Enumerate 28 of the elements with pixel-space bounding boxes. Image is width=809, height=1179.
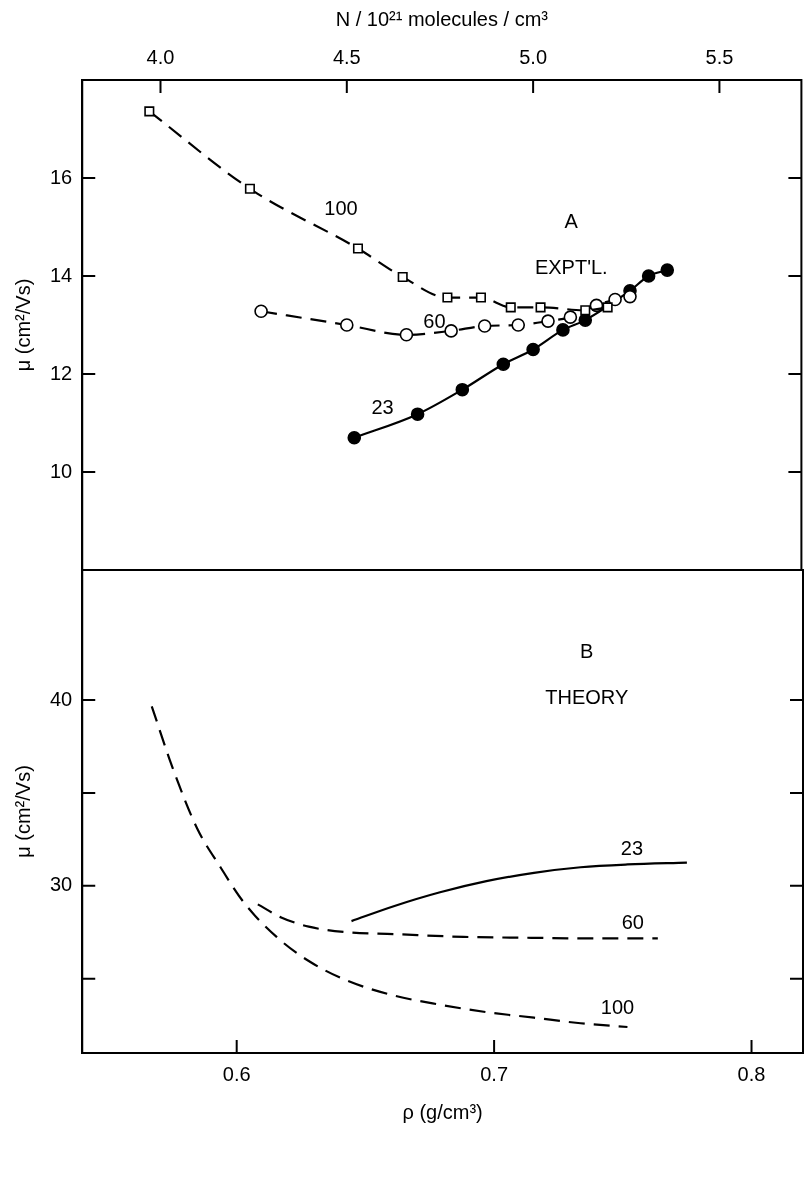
series-label: 60 [423, 310, 446, 333]
y-tick-label: 12 [50, 361, 73, 384]
x2-tick-label: 4.0 [146, 45, 175, 68]
series-label: 100 [600, 995, 635, 1018]
y-tick-label: 30 [50, 873, 73, 896]
x2-axis-title: N / 10²¹ molecules / cm³ [335, 7, 549, 30]
y-tick-label: 14 [50, 263, 73, 286]
x-tick-label: 0.6 [222, 1062, 251, 1085]
x2-tick-label: 4.5 [332, 45, 361, 68]
y-tick-label: 40 [50, 687, 73, 710]
series-label: 60 [621, 910, 644, 933]
y-axis-title: μ (cm²/Vs) [11, 765, 34, 858]
annotation: THEORY [545, 685, 629, 708]
series-label: 100 [324, 197, 358, 220]
x-axis-title: ρ (g/cm³) [402, 1100, 483, 1123]
x2-tick-label: 5.5 [705, 45, 734, 68]
x-tick-label: 0.8 [737, 1062, 766, 1085]
y-tick-label: 16 [50, 165, 73, 188]
x2-tick-label: 5.0 [519, 45, 548, 68]
annotation: EXPT'L. [534, 256, 608, 279]
series-label: 23 [620, 837, 644, 860]
annotation: B [580, 639, 594, 662]
y-tick-label: 10 [50, 459, 73, 482]
y-axis-title: μ (cm²/Vs) [11, 278, 34, 372]
x-tick-label: 0.7 [480, 1062, 509, 1085]
series-label: 23 [371, 395, 394, 418]
annotation: A [564, 209, 579, 232]
line-series [256, 903, 659, 940]
